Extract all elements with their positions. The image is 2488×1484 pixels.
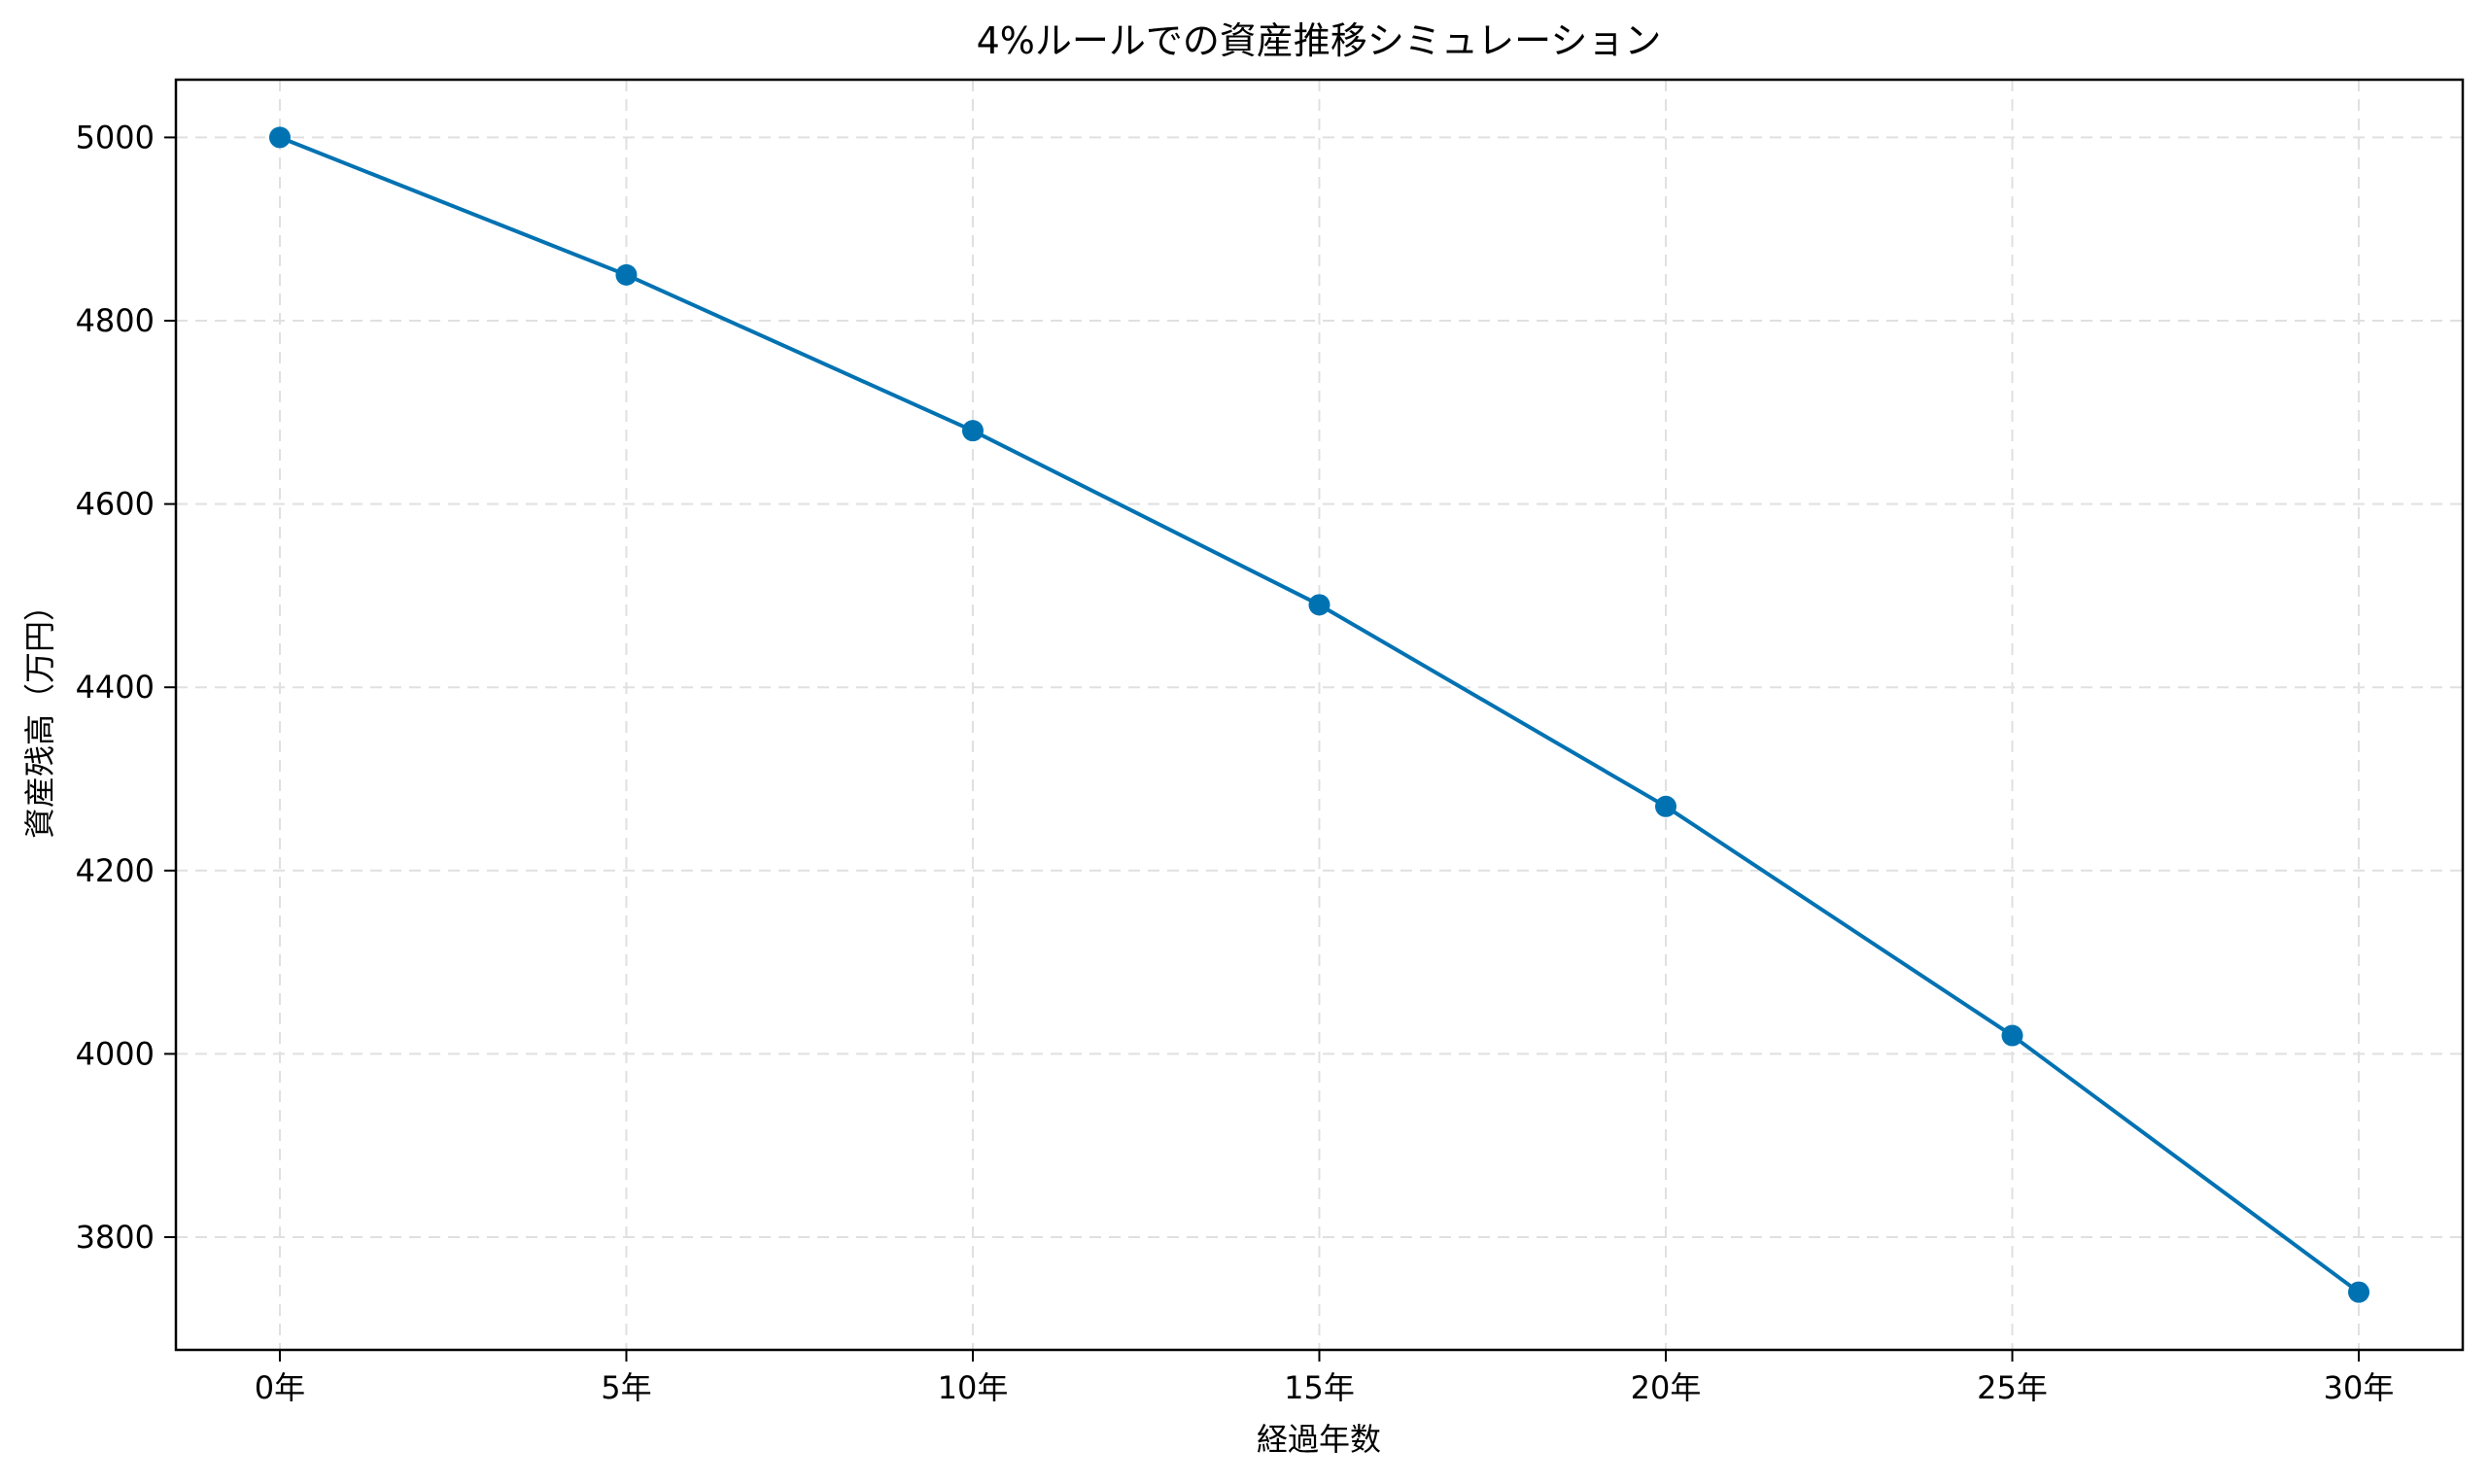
x-tick-label: 20年 <box>1631 1369 1702 1406</box>
y-axis-ticks: 3800 4000 4200 4400 4600 4800 5000 <box>76 119 176 1256</box>
data-point-marker <box>1655 795 1677 817</box>
y-tick-label: 4200 <box>76 852 155 889</box>
y-axis-label: 資産残高（万円） <box>21 590 58 839</box>
y-tick-label: 4800 <box>76 302 155 339</box>
x-tick-label: 0年 <box>255 1369 305 1406</box>
x-tick-label: 25年 <box>1977 1369 2048 1406</box>
y-tick-label: 3800 <box>76 1219 155 1256</box>
data-point-marker <box>1308 594 1330 616</box>
data-point-marker <box>2001 1024 2023 1047</box>
x-axis-label: 経過年数 <box>1257 1421 1381 1458</box>
chart-title: 4%ルールでの資産推移シミュレーション <box>977 19 1662 62</box>
x-tick-label: 15年 <box>1284 1369 1355 1406</box>
x-tick-label: 5年 <box>601 1369 651 1406</box>
data-point-marker <box>961 420 984 442</box>
data-point-marker <box>2348 1281 2370 1303</box>
y-tick-label: 4400 <box>76 669 155 706</box>
x-tick-label: 10年 <box>938 1369 1009 1406</box>
grid-lines <box>176 80 2463 1350</box>
data-series <box>268 126 2370 1303</box>
y-tick-label: 5000 <box>76 119 155 155</box>
data-point-marker <box>268 126 291 149</box>
x-tick-label: 30年 <box>2324 1369 2395 1406</box>
x-axis-ticks: 0年 5年 10年 15年 20年 25年 30年 <box>255 1350 2395 1406</box>
plot-area-frame <box>174 78 2465 1352</box>
y-tick-label: 4000 <box>76 1035 155 1072</box>
y-tick-label: 4600 <box>76 486 155 523</box>
data-point-marker <box>615 263 638 286</box>
